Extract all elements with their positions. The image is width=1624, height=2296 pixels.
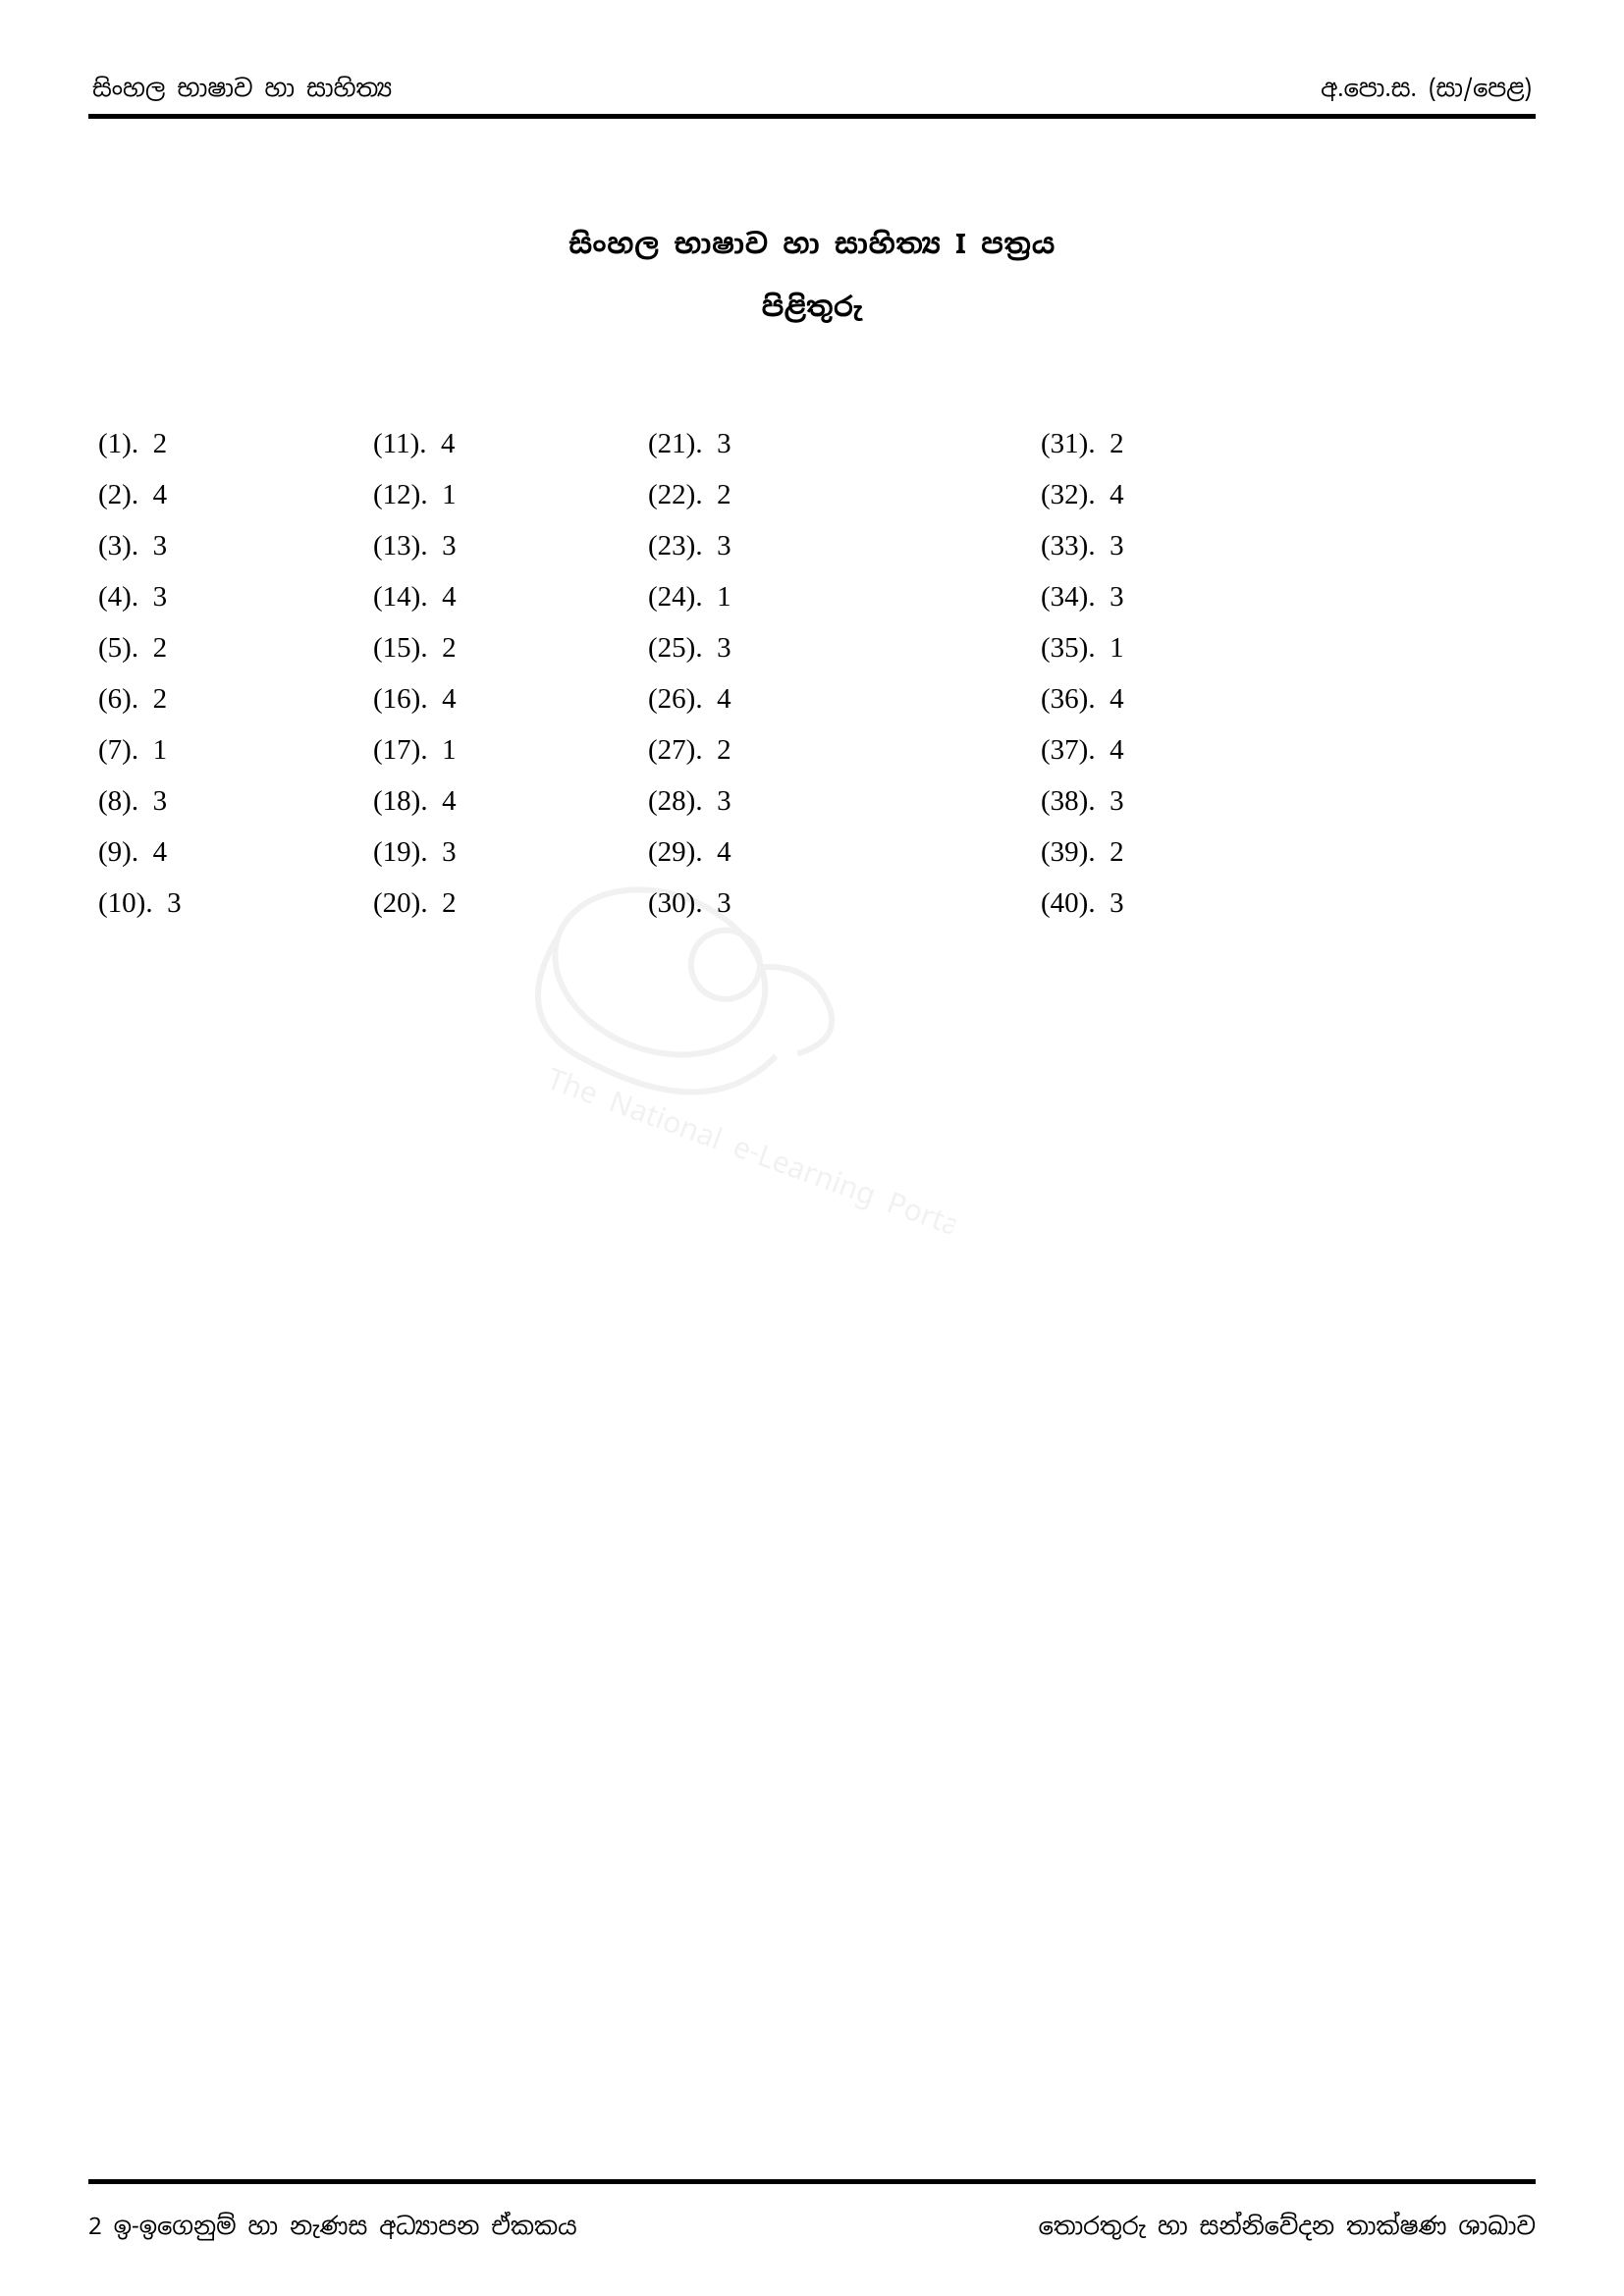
answer-row: (9). 4 — [98, 827, 373, 878]
document-subtitle: පිළිතුරු — [88, 290, 1536, 325]
answer-row: (16). 4 — [373, 673, 648, 724]
answer-row: (10). 3 — [98, 878, 373, 929]
answer-row: (23). 3 — [648, 520, 1041, 571]
answer-row: (1). 2 — [98, 418, 373, 469]
answer-row: (25). 3 — [648, 622, 1041, 673]
answers-column-3: (21). 3(22). 2(23). 3(24). 1(25). 3(26).… — [648, 418, 1041, 929]
title-block: සිංහල භාෂාව හා සාහිත්‍ය I පත්‍රය පිළිතුර… — [88, 227, 1536, 325]
answer-row: (21). 3 — [648, 418, 1041, 469]
answer-row: (3). 3 — [98, 520, 373, 571]
answer-row: (15). 2 — [373, 622, 648, 673]
answer-row: (34). 3 — [1041, 571, 1316, 622]
answer-row: (27). 2 — [648, 724, 1041, 775]
answer-row: (26). 4 — [648, 673, 1041, 724]
svg-text:The National e-Learning Portal: The National e-Learning Portal for The G… — [542, 1059, 1052, 1271]
answer-row: (24). 1 — [648, 571, 1041, 622]
header-right: අ.පො.ස. (සා/පෙළ) — [1321, 74, 1532, 104]
answer-row: (6). 2 — [98, 673, 373, 724]
footer-rule — [88, 2179, 1536, 2184]
header-rule — [88, 114, 1536, 119]
answer-row: (31). 2 — [1041, 418, 1316, 469]
footer-row: 2 ඉ-ඉගෙනුම් හා නැණස අධ්‍යාපන ඒකකය තොරතුර… — [88, 2212, 1536, 2242]
page-number: 2 — [88, 2212, 102, 2242]
answer-row: (5). 2 — [98, 622, 373, 673]
page-container: සිංහල භාෂාව හා සාහිත්‍ය අ.පො.ස. (සා/පෙළ)… — [0, 0, 1624, 2296]
header-left: සිංහල භාෂාව හා සාහිත්‍ය — [92, 74, 392, 104]
answer-row: (4). 3 — [98, 571, 373, 622]
page-footer: 2 ඉ-ඉගෙනුම් හා නැණස අධ්‍යාපන ඒකකය තොරතුර… — [88, 2179, 1536, 2242]
footer-left-text: ඉ-ඉගෙනුම් හා නැණස අධ්‍යාපන ඒකකය — [102, 2212, 577, 2242]
answer-row: (18). 4 — [373, 775, 648, 827]
answer-row: (17). 1 — [373, 724, 648, 775]
answer-row: (39). 2 — [1041, 827, 1316, 878]
answer-row: (20). 2 — [373, 878, 648, 929]
footer-left: 2 ඉ-ඉගෙනුම් හා නැණස අධ්‍යාපන ඒකකය — [88, 2212, 577, 2242]
answers-column-1: (1). 2(2). 4(3). 3(4). 3(5). 2(6). 2(7).… — [98, 418, 373, 929]
answer-row: (12). 1 — [373, 469, 648, 520]
answer-row: (8). 3 — [98, 775, 373, 827]
answer-row: (19). 3 — [373, 827, 648, 878]
answer-row: (38). 3 — [1041, 775, 1316, 827]
answer-row: (33). 3 — [1041, 520, 1316, 571]
answer-row: (2). 4 — [98, 469, 373, 520]
answer-row: (11). 4 — [373, 418, 648, 469]
answer-row: (35). 1 — [1041, 622, 1316, 673]
answer-row: (28). 3 — [648, 775, 1041, 827]
document-title: සිංහල භාෂාව හා සාහිත්‍ය I පත්‍රය — [88, 227, 1536, 262]
answer-row: (30). 3 — [648, 878, 1041, 929]
answer-row: (36). 4 — [1041, 673, 1316, 724]
answer-row: (22). 2 — [648, 469, 1041, 520]
answer-row: (14). 4 — [373, 571, 648, 622]
answer-row: (32). 4 — [1041, 469, 1316, 520]
answer-row: (13). 3 — [373, 520, 648, 571]
answer-row: (29). 4 — [648, 827, 1041, 878]
answers-grid: (1). 2(2). 4(3). 3(4). 3(5). 2(6). 2(7).… — [88, 418, 1536, 929]
answers-column-2: (11). 4(12). 1(13). 3(14). 4(15). 2(16).… — [373, 418, 648, 929]
answer-row: (40). 3 — [1041, 878, 1316, 929]
footer-right: තොරතුරු හා සන්නිවේදන තාක්ෂණ ශාඛාව — [1039, 2212, 1536, 2242]
page-header: සිංහල භාෂාව හා සාහිත්‍ය අ.පො.ස. (සා/පෙළ) — [88, 74, 1536, 112]
answer-row: (37). 4 — [1041, 724, 1316, 775]
answer-row: (7). 1 — [98, 724, 373, 775]
answers-column-4: (31). 2(32). 4(33). 3(34). 3(35). 1(36).… — [1041, 418, 1316, 929]
